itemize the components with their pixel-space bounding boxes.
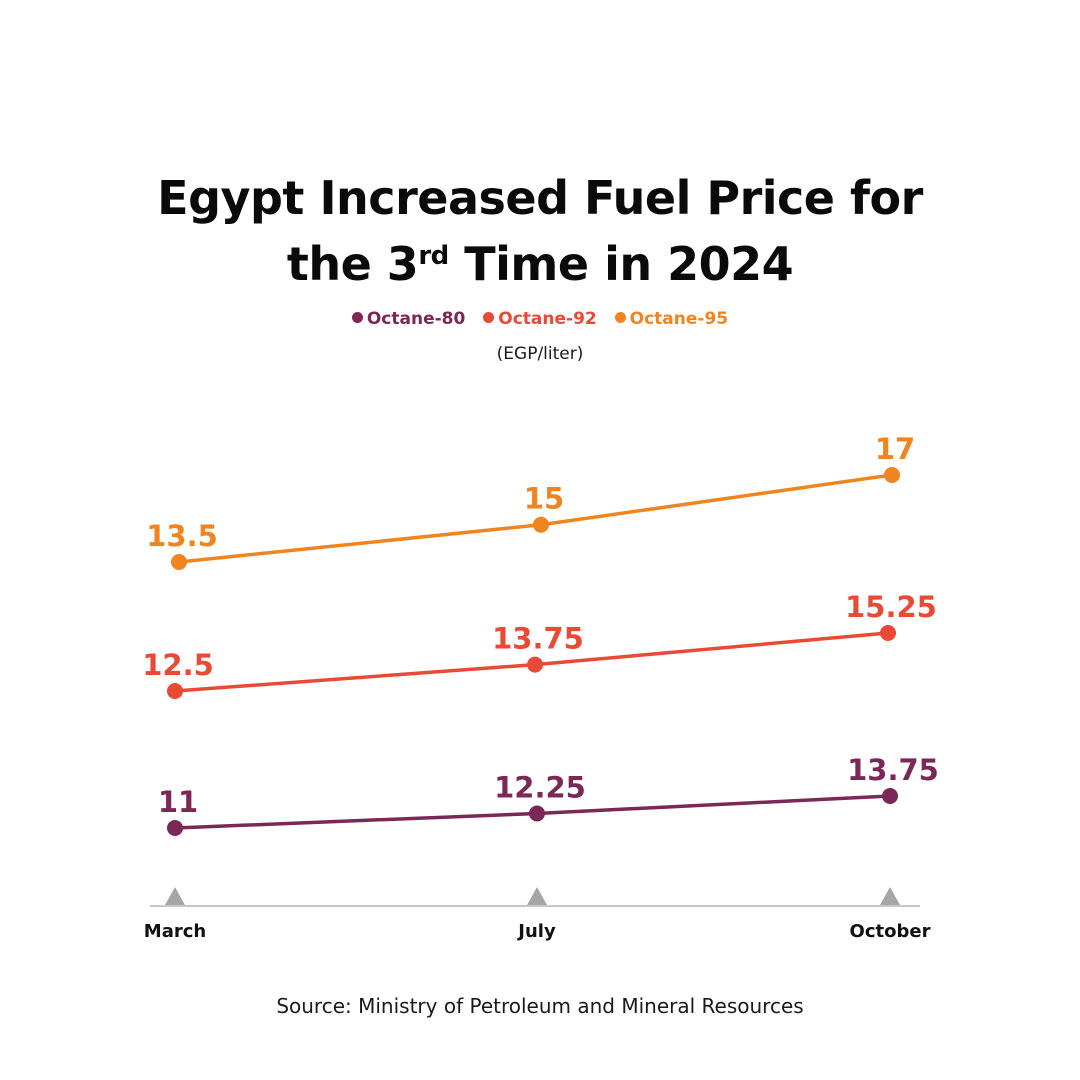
title-line-2-pre: the 3 xyxy=(286,237,419,291)
data-label-octane-92-march: 12.5 xyxy=(142,648,214,682)
legend-dot-octane-92 xyxy=(483,312,495,323)
title-line-2-post: Time in 2024 xyxy=(448,237,794,291)
data-label-octane-92-october: 15.25 xyxy=(845,590,937,624)
legend: Octane-80 Octane-92 Octane-95 xyxy=(0,306,1080,332)
data-label-octane-80-october: 13.75 xyxy=(847,753,939,787)
data-label-octane-92-july: 13.75 xyxy=(492,622,584,656)
data-point-octane-92-july xyxy=(527,656,543,673)
chart-title-line-1: Egypt Increased Fuel Price for xyxy=(157,171,923,225)
legend-dot-octane-80 xyxy=(351,312,363,323)
data-point-octane-95-october xyxy=(884,467,900,483)
data-point-octane-80-october xyxy=(882,788,898,804)
data-label-octane-95-march: 13.5 xyxy=(146,519,218,553)
data-point-octane-80-july xyxy=(529,805,545,822)
data-point-octane-80-march xyxy=(167,820,183,836)
data-label-octane-95-july: 15 xyxy=(524,482,564,516)
legend-item-octane-95: Octane-95 xyxy=(614,306,729,332)
data-label-octane-80-march: 11 xyxy=(158,785,198,819)
data-label-octane-80-july: 12.25 xyxy=(494,770,586,804)
source-note: Source: Ministry of Petroleum and Minera… xyxy=(276,994,804,1018)
x-tick-marker-october xyxy=(880,887,900,905)
x-tick-marker-march xyxy=(165,887,185,905)
data-point-octane-92-october xyxy=(880,625,896,641)
data-point-octane-95-march xyxy=(171,554,187,570)
chart-title-line-2: the 3rd Time in 2024 xyxy=(0,232,1080,296)
legend-label-octane-92: Octane-92 xyxy=(498,309,597,329)
x-tick-label-october: October xyxy=(850,921,931,942)
data-point-octane-92-march xyxy=(167,683,183,699)
legend-label-octane-95: Octane-95 xyxy=(629,309,729,329)
unit-label: (EGP/liter) xyxy=(496,344,584,364)
x-tick-label-march: March xyxy=(144,921,206,942)
title-line-2-superscript: rd xyxy=(418,241,449,271)
legend-dot-octane-95 xyxy=(614,312,626,323)
data-point-octane-95-july xyxy=(533,516,549,533)
legend-item-octane-92: Octane-92 xyxy=(483,306,597,332)
legend-item-octane-80: Octane-80 xyxy=(351,306,466,332)
x-tick-label-july: July xyxy=(516,921,556,942)
data-label-octane-95-october: 17 xyxy=(875,432,915,466)
legend-label-octane-80: Octane-80 xyxy=(366,309,466,329)
x-tick-marker-july xyxy=(527,887,547,905)
